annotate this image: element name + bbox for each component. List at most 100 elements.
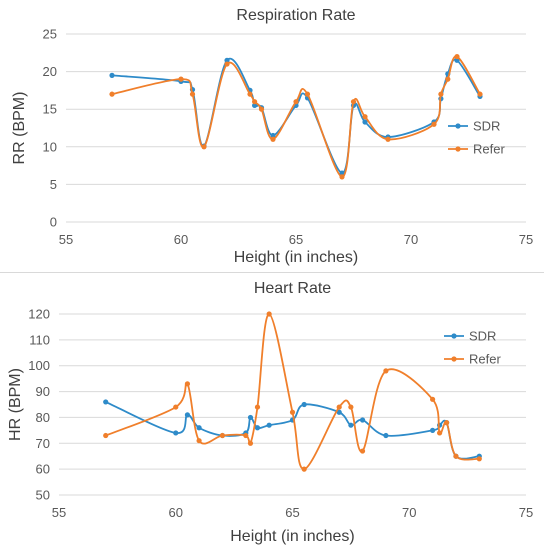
hr-point-refer-9 [289,409,296,415]
hr-chart-title: Heart Rate [254,280,331,297]
hr-point-refer-12 [348,404,354,410]
rr-point-refer-9 [293,99,299,105]
rr-point-refer-2 [189,91,196,97]
hr-point-refer-18 [453,453,459,459]
hr-point-refer-5 [243,432,249,439]
rr-point-refer-7 [258,106,265,112]
rr-point-refer-10 [304,91,311,97]
hr-y-tick-label-60: 60 [36,462,50,477]
hr-series-line-refer [105,313,480,471]
hr-point-refer-1 [173,404,179,410]
hr-y-tick-label-120: 120 [28,307,50,322]
rr-point-refer-14 [385,136,391,142]
rr-point-refer-4 [224,61,230,67]
rr-point-refer-3 [201,144,207,150]
rr-point-refer-13 [362,114,368,120]
rr-y-tick-label-25: 25 [43,27,57,42]
rr-point-refer-11 [339,174,345,180]
hr-point-refer-0 [103,432,109,439]
rr-y-tick-label-15: 15 [43,102,57,117]
hr-point-refer-8 [266,311,272,317]
hr-x-tick-label-55: 55 [52,505,66,520]
hr-point-sdr-10 [301,401,307,408]
hr-legend-label-refer: Refer [469,352,501,367]
hr-point-refer-3 [196,438,202,444]
chart-divider [0,272,544,273]
hr-point-sdr-0 [103,399,109,405]
rr-x-tick-label-55: 55 [59,232,73,247]
rr-legend-label-refer: Refer [473,142,505,157]
rr-x-tick-label-70: 70 [404,232,418,247]
rr-y-tick-label-10: 10 [43,139,57,154]
rr-legend-marker-refer [455,146,461,152]
hr-y-tick-label-50: 50 [36,488,50,503]
rr-point-sdr-11 [339,170,345,176]
rr-x-axis-label: Height (in inches) [234,249,359,266]
hr-point-refer-14 [383,368,389,374]
hr-point-refer-7 [254,404,261,410]
hr-x-tick-label-65: 65 [285,505,299,520]
rr-series-line-refer [111,55,481,178]
hr-y-tick-label-90: 90 [36,384,50,399]
rr-point-refer-18 [454,53,460,60]
rr-point-sdr-4 [224,57,230,63]
rr-y-axis-label: RR (BPM) [11,92,28,165]
hr-point-sdr-14 [383,432,389,439]
rr-y-tick-label-5: 5 [50,177,57,192]
hr-x-axis-label: Height (in inches) [230,528,355,545]
respiration-rate-chart: Respiration Rate 0 5 10 15 20 25 55 60 65 70 75 Heig… [11,7,533,266]
rr-chart-title: Respiration Rate [236,7,355,24]
hr-point-refer-13 [359,448,366,454]
hr-point-sdr-8 [266,422,272,428]
rr-point-refer-16 [438,91,444,97]
hr-point-refer-15 [430,396,436,402]
heart-rate-chart: Heart Rate 50 60 70 80 90 100 110 120 55 60 65 70 75 H… [7,280,533,545]
rr-y-tick-label-0: 0 [50,215,57,230]
rr-point-refer-8 [270,136,276,142]
rr-point-sdr-8 [270,132,276,139]
hr-point-refer-17 [444,420,450,426]
hr-legend-label-sdr: SDR [469,329,496,344]
hr-y-tick-label-100: 100 [28,358,50,373]
hr-point-sdr-11 [336,409,342,415]
hr-point-refer-4 [219,432,226,439]
rr-point-refer-0 [109,91,115,97]
rr-y-tick-label-20: 20 [43,64,57,79]
hr-point-sdr-12 [348,422,354,428]
rr-legend-label-sdr: SDR [473,119,500,134]
hr-x-tick-label-60: 60 [169,505,183,520]
hr-point-refer-10 [301,466,307,472]
hr-x-tick-label-75: 75 [519,505,533,520]
rr-legend-marker-sdr [455,123,461,129]
hr-point-sdr-15 [430,427,436,433]
hr-y-tick-label-70: 70 [36,436,50,451]
hr-legend-marker-refer [451,356,457,362]
hr-y-tick-label-80: 80 [36,410,50,425]
hr-point-sdr-13 [359,417,366,423]
hr-point-sdr-3 [196,425,202,431]
rr-x-tick-label-65: 65 [289,232,303,247]
hr-y-tick-label-110: 110 [29,332,50,347]
rr-point-refer-17 [445,76,451,82]
rr-x-tick-label-75: 75 [519,232,533,247]
hr-point-refer-16 [437,430,443,436]
hr-point-sdr-1 [173,430,179,436]
hr-point-sdr-7 [254,425,261,431]
rr-point-refer-19 [477,91,483,97]
rr-point-sdr-13 [362,119,368,125]
hr-point-sdr-6 [247,414,254,421]
hr-x-tick-label-70: 70 [402,505,416,520]
rr-point-sdr-6 [252,102,258,109]
hr-point-refer-19 [476,456,482,462]
rr-point-sdr-0 [109,72,115,78]
rr-point-sdr-18 [454,57,460,63]
hr-point-sdr-2 [184,412,191,418]
rr-series-line-sdr [111,57,481,175]
rr-point-refer-15 [431,121,437,127]
rr-point-refer-5 [247,91,253,97]
hr-point-refer-2 [184,381,191,387]
rr-point-refer-6 [252,99,258,105]
rr-x-tick-label-60: 60 [174,232,188,247]
rr-point-refer-1 [178,76,184,82]
hr-y-axis-label: HR (BPM) [7,368,24,441]
